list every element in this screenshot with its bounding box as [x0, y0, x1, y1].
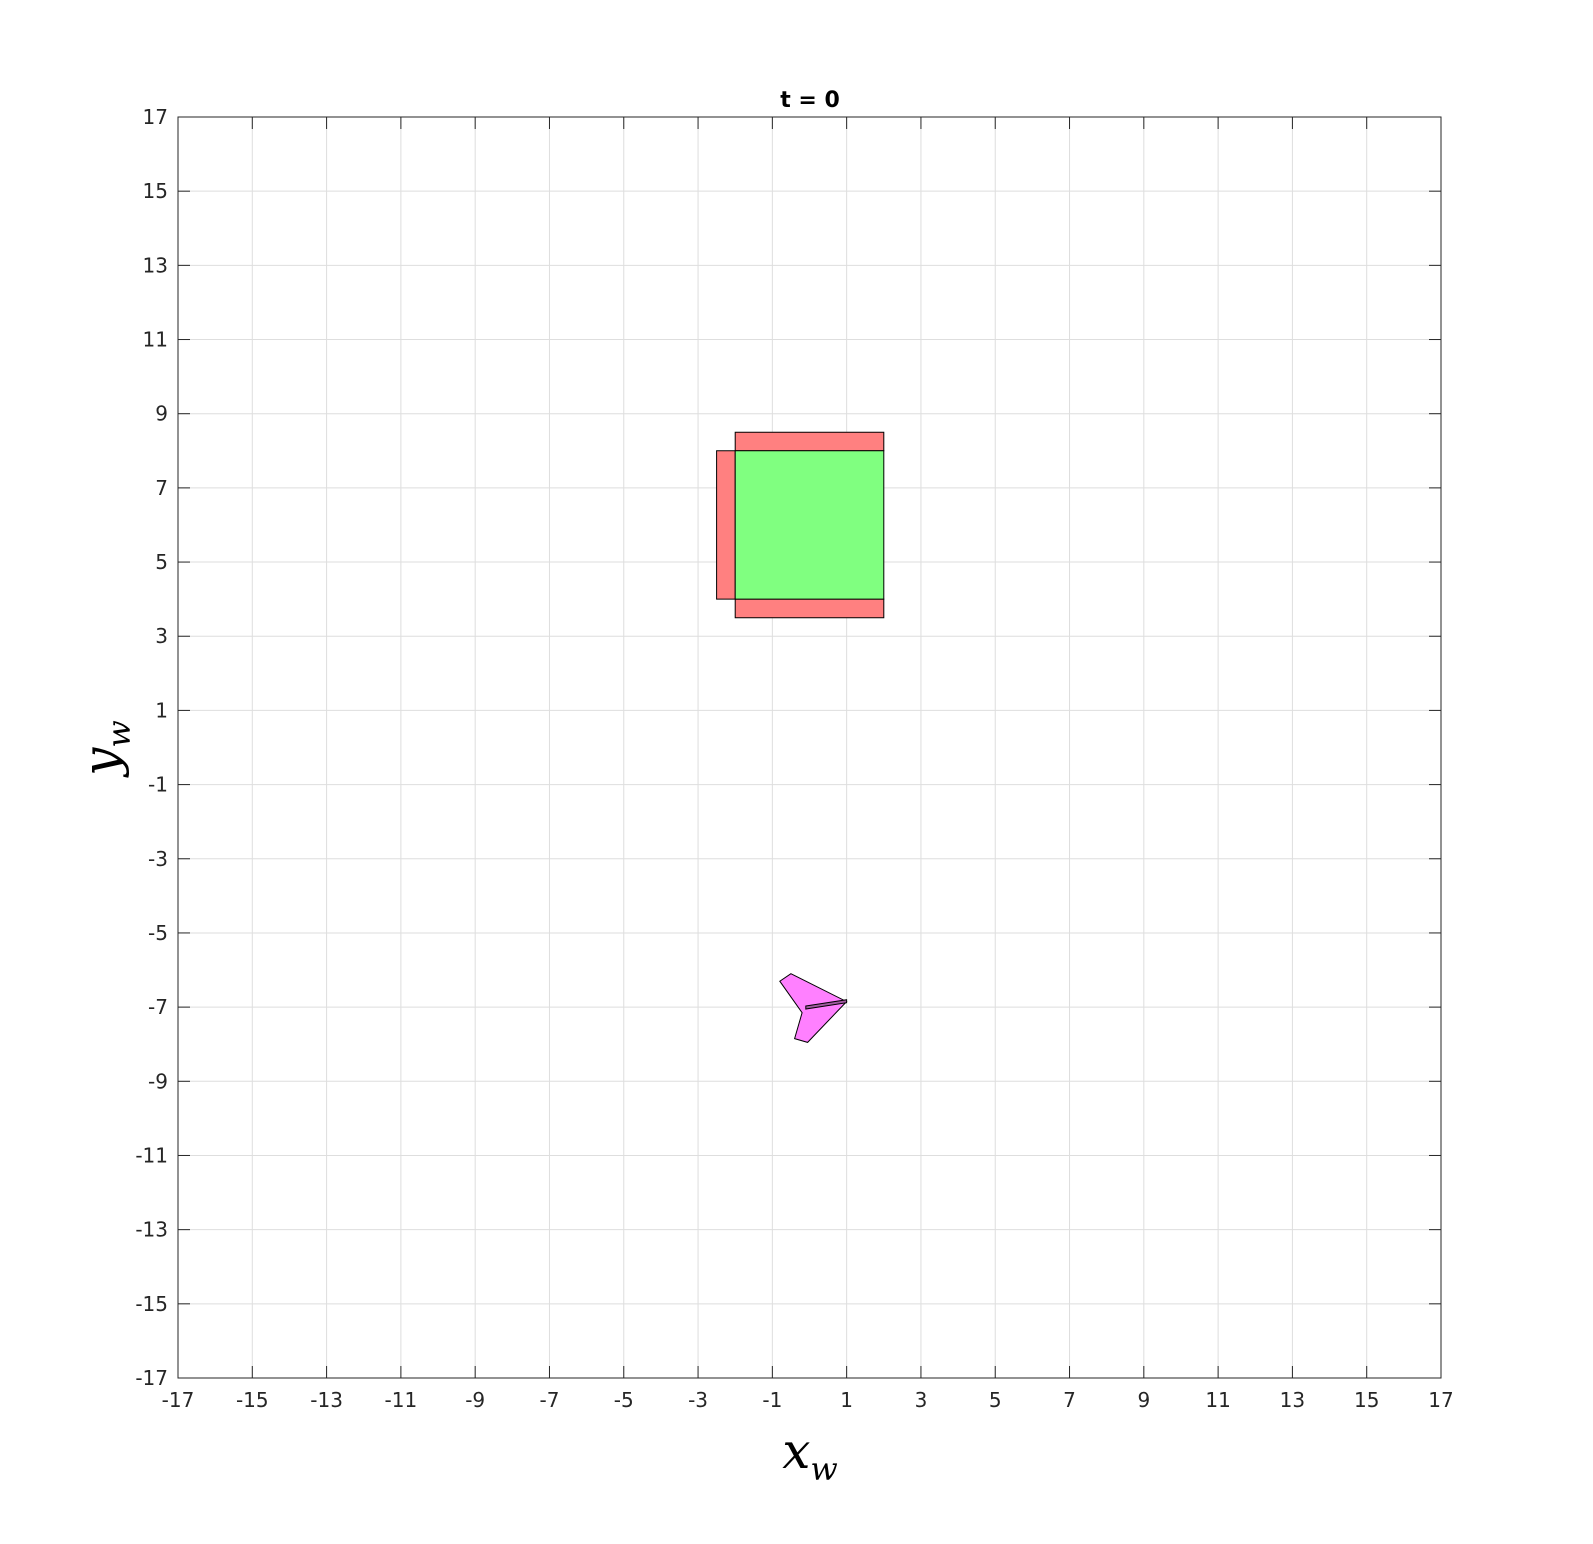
x-tick-label: 11 — [1205, 1388, 1230, 1412]
x-tick-label: 1 — [840, 1388, 853, 1412]
axes-box — [177, 116, 1442, 1379]
x-tick-label: 5 — [989, 1388, 1002, 1412]
green-block — [734, 450, 885, 600]
y-tick-label: 5 — [155, 550, 168, 574]
y-tick-label: -13 — [135, 1218, 168, 1242]
y-axis-label-main: y — [72, 747, 130, 778]
y-tick-label: -5 — [148, 921, 168, 945]
y-tick-label: -9 — [148, 1069, 168, 1093]
y-tick-label: -3 — [148, 847, 168, 871]
y-tick-label: 9 — [155, 402, 168, 426]
x-tick-label: -17 — [162, 1388, 195, 1412]
y-tick-label: -17 — [135, 1366, 168, 1390]
x-axis-label-main: x — [782, 1422, 810, 1480]
y-tick-label: 7 — [155, 476, 168, 500]
x-tick-label: -15 — [236, 1388, 269, 1412]
vehicle-heading-bar — [805, 999, 848, 1010]
red-block-top — [734, 431, 885, 452]
x-tick-label: 3 — [915, 1388, 928, 1412]
red-block-left — [716, 450, 736, 600]
x-tick-label: 7 — [1063, 1388, 1076, 1412]
y-tick-label: 17 — [143, 105, 168, 129]
chart-title: t = 0 — [780, 88, 840, 113]
y-tick-label: -7 — [148, 995, 168, 1019]
y-tick-label: -1 — [148, 773, 168, 797]
y-tick-label: 11 — [143, 328, 168, 352]
y-axis-label: yw — [72, 720, 138, 778]
x-tick-label: 15 — [1354, 1388, 1379, 1412]
x-tick-label: -5 — [614, 1388, 634, 1412]
x-tick-label: 17 — [1428, 1388, 1453, 1412]
x-tick-label: -3 — [688, 1388, 708, 1412]
x-tick-label: 9 — [1137, 1388, 1150, 1412]
red-block-bottom — [734, 598, 885, 619]
axes-background — [178, 117, 1441, 1378]
x-axis-label: xw — [782, 1422, 838, 1488]
y-tick-label: -15 — [135, 1292, 168, 1316]
tick-marks — [177, 116, 1442, 1379]
y-tick-label: 1 — [155, 698, 168, 722]
x-tick-label: -7 — [539, 1388, 559, 1412]
x-axis-label-sub: w — [810, 1450, 837, 1488]
y-tick-label: -11 — [135, 1143, 168, 1167]
y-tick-label: 13 — [143, 253, 168, 277]
x-tick-label: -9 — [465, 1388, 485, 1412]
y-tick-label: 15 — [143, 179, 168, 203]
plot-shapes — [716, 431, 885, 1043]
x-tick-label: -11 — [385, 1388, 418, 1412]
y-tick-label: 3 — [155, 624, 168, 648]
x-tick-label: -13 — [310, 1388, 343, 1412]
x-tick-labels: -17 -15 -13 -11 -9 -7 -5 -3 -1 1 3 5 7 9 11 13 15 17 — [162, 1388, 1454, 1412]
x-tick-label: -1 — [762, 1388, 782, 1412]
x-tick-label: 13 — [1280, 1388, 1305, 1412]
y-axis-label-sub: w — [100, 720, 138, 747]
